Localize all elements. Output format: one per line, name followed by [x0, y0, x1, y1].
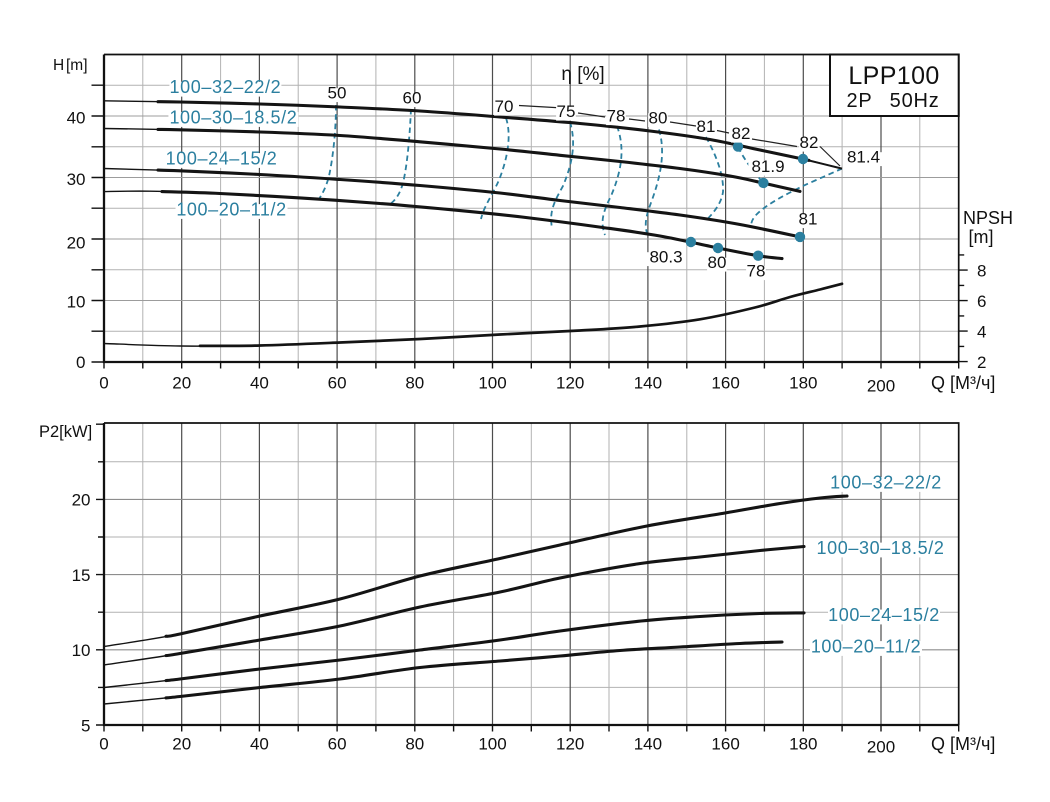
svg-text:0: 0: [99, 735, 108, 754]
svg-text:2: 2: [977, 353, 986, 372]
svg-text:100–20–11/2: 100–20–11/2: [176, 199, 286, 219]
svg-text:81: 81: [799, 210, 818, 229]
svg-text:P2[kW]: P2[kW]: [39, 423, 92, 441]
svg-text:80: 80: [405, 374, 424, 393]
svg-text:2P 50Hz: 2P 50Hz: [846, 90, 939, 112]
svg-text:160: 160: [711, 374, 739, 393]
svg-text:80: 80: [708, 253, 727, 272]
svg-text:80: 80: [649, 109, 668, 128]
svg-text:100–30–18.5/2: 100–30–18.5/2: [817, 538, 945, 558]
svg-text:4: 4: [977, 322, 986, 341]
svg-text:80.3: 80.3: [649, 248, 682, 267]
svg-text:180: 180: [789, 735, 817, 754]
svg-text:15: 15: [72, 566, 91, 585]
svg-text:8: 8: [977, 261, 986, 280]
svg-text:40: 40: [250, 374, 269, 393]
svg-text:H: H: [53, 57, 64, 74]
svg-text:10: 10: [67, 293, 86, 312]
svg-text:160: 160: [711, 735, 739, 754]
svg-text:100–32–22/2: 100–32–22/2: [170, 77, 282, 97]
svg-text:120: 120: [556, 735, 584, 754]
svg-text:10: 10: [72, 641, 91, 660]
svg-text:40: 40: [250, 735, 269, 754]
svg-text:20: 20: [172, 735, 191, 754]
svg-text:81.9: 81.9: [751, 157, 784, 176]
svg-text:20: 20: [72, 491, 91, 510]
svg-text:140: 140: [634, 374, 662, 393]
svg-text:100–24–15/2: 100–24–15/2: [166, 148, 278, 168]
svg-text:Q [М³/ч]: Q [М³/ч]: [931, 734, 995, 754]
svg-text:81: 81: [697, 117, 716, 136]
svg-text:120: 120: [556, 374, 584, 393]
svg-text:180: 180: [789, 374, 817, 393]
svg-text:η [%]: η [%]: [561, 64, 604, 85]
svg-text:50: 50: [328, 84, 347, 103]
svg-text:60: 60: [328, 374, 347, 393]
svg-text:30: 30: [67, 170, 86, 189]
svg-text:NPSH: NPSH: [963, 208, 1013, 228]
svg-text:0: 0: [99, 374, 108, 393]
svg-text:100–32–22/2: 100–32–22/2: [830, 472, 942, 492]
svg-text:140: 140: [634, 735, 662, 754]
svg-text:60: 60: [328, 735, 347, 754]
svg-text:80: 80: [405, 735, 424, 754]
svg-text:40: 40: [67, 109, 86, 128]
svg-text:100–24–15/2: 100–24–15/2: [828, 605, 940, 625]
svg-text:82: 82: [800, 133, 819, 152]
svg-text:200: 200: [867, 738, 895, 757]
svg-text:200: 200: [867, 377, 895, 396]
svg-text:6: 6: [977, 292, 986, 311]
svg-text:20: 20: [67, 233, 86, 252]
svg-text:75: 75: [557, 102, 576, 121]
svg-text:81.4: 81.4: [847, 148, 880, 167]
svg-text:82: 82: [732, 124, 751, 143]
svg-text:60: 60: [403, 89, 422, 108]
svg-text:LPP100: LPP100: [848, 62, 939, 90]
svg-text:Q [М³/ч]: Q [М³/ч]: [931, 373, 995, 393]
svg-text:[m]: [m]: [969, 227, 994, 247]
svg-text:78: 78: [607, 107, 626, 126]
svg-text:78: 78: [747, 262, 766, 281]
svg-text:20: 20: [172, 374, 191, 393]
svg-text:100–20–11/2: 100–20–11/2: [811, 636, 921, 656]
svg-text:100: 100: [478, 374, 506, 393]
svg-text:5: 5: [81, 716, 90, 735]
svg-text:0: 0: [76, 353, 85, 372]
svg-text:100–30–18.5/2: 100–30–18.5/2: [169, 107, 297, 127]
svg-text:70: 70: [495, 97, 514, 116]
svg-text:100: 100: [478, 735, 506, 754]
svg-text:[m]: [m]: [66, 57, 88, 74]
